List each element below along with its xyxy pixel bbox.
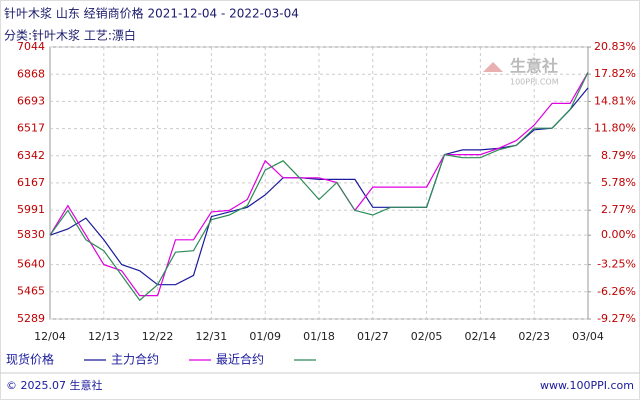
- x-tick-label: 12/13: [88, 330, 120, 343]
- y2-tick-label: -3.25%: [597, 258, 636, 271]
- y2-tick-label: 11.80%: [594, 122, 636, 135]
- x-tick-label: 02/14: [465, 330, 497, 343]
- x-tick-label: 12/04: [34, 330, 66, 343]
- y2-tick-label: 8.79%: [601, 149, 636, 162]
- series-line: [49, 72, 589, 302]
- y-tick-label: 5991: [17, 203, 45, 216]
- chart-subtitle: 分类:针叶木浆 工艺:漂白: [4, 28, 136, 43]
- legend-label: 最近合约: [216, 352, 264, 367]
- x-tick-label: 02/05: [411, 330, 443, 343]
- y-tick-label: 5830: [17, 228, 45, 241]
- y2-tick-label: -9.27%: [597, 312, 636, 325]
- y-tick-label: 6342: [17, 149, 45, 162]
- legend-label: 现货价格: [6, 352, 54, 367]
- chart-title: 针叶木浆 山东 经销商价格 2021-12-04 - 2022-03-04: [4, 6, 299, 21]
- y-tick-label: 5640: [17, 258, 45, 271]
- y-tick-label: 6167: [17, 176, 45, 189]
- y2-tick-label: 5.78%: [601, 176, 636, 189]
- y-tick-label: 6693: [17, 94, 45, 107]
- legend-label: 主力合约: [111, 352, 159, 367]
- y-tick-label: 6517: [17, 122, 45, 135]
- y-tick-label: 5465: [17, 285, 45, 298]
- x-tick-label: 01/09: [249, 330, 281, 343]
- y2-tick-label: 14.81%: [594, 94, 636, 107]
- y-tick-label: 6868: [17, 67, 45, 80]
- x-tick-label: 03/04: [572, 330, 604, 343]
- y2-tick-label: 20.83%: [594, 40, 636, 53]
- y-tick-label: 5289: [17, 312, 45, 325]
- footer-left: © 2025.07 生意社: [6, 378, 102, 392]
- y2-tick-label: 0.00%: [601, 228, 636, 241]
- footer-right: www.100PPI.com: [540, 379, 634, 392]
- x-tick-label: 01/18: [303, 330, 335, 343]
- x-tick-label: 12/22: [142, 330, 174, 343]
- y-tick-label: 7044: [17, 40, 45, 53]
- y2-tick-label: -6.26%: [597, 285, 636, 298]
- x-tick-label: 02/23: [518, 330, 550, 343]
- x-tick-label: 01/27: [357, 330, 389, 343]
- y2-tick-label: 2.77%: [601, 203, 636, 216]
- x-tick-label: 12/31: [196, 330, 228, 343]
- series-line: [49, 72, 589, 297]
- watermark-icon: [483, 62, 503, 72]
- y2-tick-label: 17.82%: [594, 67, 636, 80]
- watermark-site: 100PPI.COM: [510, 78, 559, 87]
